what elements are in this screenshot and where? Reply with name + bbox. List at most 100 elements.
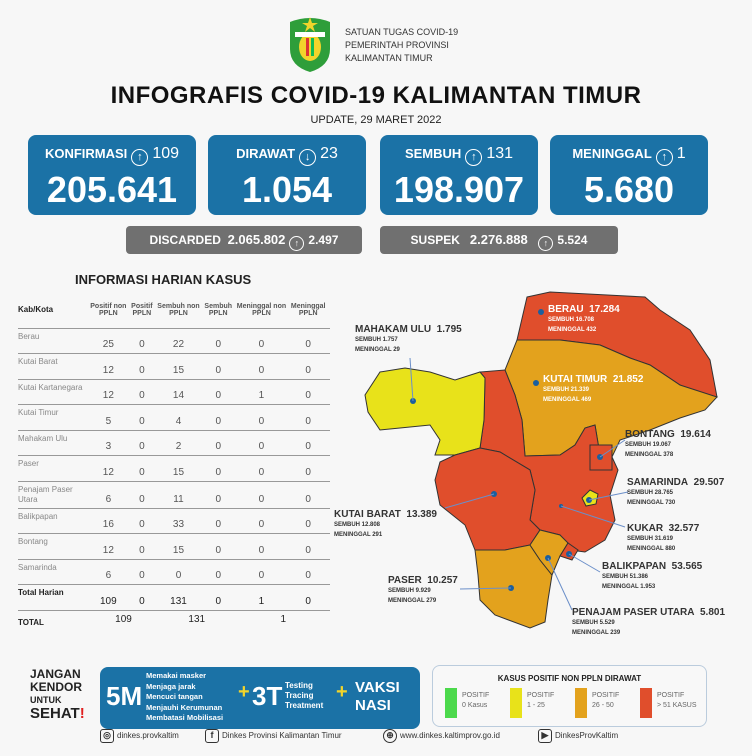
region-name: KUTAI TIMUR (543, 374, 608, 385)
table-row: Samarinda 6 0 0 0 0 0 (18, 559, 330, 585)
table-row: Paser 12 0 15 0 0 0 (18, 455, 330, 482)
table-row: Kutai Timur 5 0 4 0 0 0 (18, 404, 330, 431)
region-name: PASER (388, 575, 422, 586)
footer-facebook[interactable]: f Dinkes Provinsi Kalimantan Timur (205, 728, 342, 744)
region-name: BALIKPAPAN (602, 561, 667, 572)
cell-value: 25 (90, 328, 127, 354)
region-sembuh: SEMBUH 9.929 (388, 588, 431, 594)
table-row: Balikpapan 16 0 33 0 0 0 (18, 508, 330, 534)
footer-web[interactable]: ⊕ www.dinkes.kaltimprov.go.id (383, 728, 500, 744)
cell-region: Mahakam Ulu (18, 430, 90, 456)
arrow-up-icon: ↑ (289, 236, 305, 251)
cell-value: 0 (286, 508, 330, 534)
cell-value: 0 (126, 455, 158, 482)
cell-value: 0 (199, 533, 237, 560)
table-row: Penajam Paser Utara 6 0 11 0 0 0 (18, 481, 330, 509)
instagram-handle: dinkes.provkaltim (117, 731, 179, 740)
cell-value: 131 (157, 584, 200, 611)
discarded-delta: 2.497 (308, 233, 339, 247)
region-meninggal: MENINGGAL 730 (627, 500, 676, 506)
instagram-icon: ◎ (100, 728, 114, 743)
table-row: Berau 25 0 22 0 0 0 (18, 328, 330, 354)
region-mahakam-ulu (364, 367, 486, 456)
region-name: SAMARINDA (627, 477, 689, 488)
suspek-box: SUSPEK 2.276.888 ↑ 5.524 (380, 226, 618, 254)
region-meninggal: MENINGGAL 880 (627, 546, 676, 552)
legend-l2: > 51 KASUS (657, 702, 697, 709)
arrow-up-icon: ↑ (655, 149, 673, 166)
slogan-line: KENDOR (30, 680, 83, 694)
cell-value: 0 (236, 559, 287, 585)
region-total: 19.614 (680, 429, 711, 440)
column-header: Sembuh non PPLN (157, 292, 200, 329)
arrow-up-icon: ↑ (131, 149, 149, 166)
cell-value: 6 (90, 559, 127, 585)
card-value: 205.641 (46, 169, 178, 210)
cell-region: Berau (18, 328, 90, 354)
legend: KASUS POSITIF NON PPLN DIRAWAT POSITIF 0 … (432, 665, 707, 727)
region-total: 29.507 (693, 477, 725, 488)
5m-label: 5M (106, 681, 143, 711)
cell-value: 0 (126, 430, 158, 456)
region-name: MAHAKAM ULU (355, 324, 432, 335)
region-sembuh: SEMBUH 28.765 (627, 490, 674, 496)
cell-value: 0 (286, 481, 330, 509)
cell-value: 0 (126, 481, 158, 509)
cell-value: 0 (236, 430, 287, 456)
cell-value: 12 (90, 353, 127, 380)
total-meninggal: 1 (280, 614, 287, 626)
region-sembuh: SEMBUH 12.808 (334, 522, 381, 528)
card-delta: 23 (320, 145, 338, 162)
region-total: 1.795 (436, 324, 462, 335)
5m-item: Menjaga jarak (146, 681, 196, 691)
legend-l2: 0 Kasus (462, 702, 488, 709)
cell-region: Samarinda (18, 559, 90, 585)
facebook-icon: f (205, 728, 219, 743)
cell-value: 0 (236, 353, 287, 380)
cell-value: 0 (286, 328, 330, 354)
map-label-region: BALIKPAPAN 53.565 SEMBUH 51.386 MENINGGAL … (602, 562, 702, 592)
cell-value: 0 (126, 353, 158, 380)
footer-instagram[interactable]: ◎ dinkes.provkaltim (100, 728, 179, 744)
cell-value: 0 (157, 559, 200, 585)
cell-region: Total Harian (18, 584, 90, 611)
slogan-line: SEHAT (30, 705, 80, 722)
cell-value: 0 (126, 508, 158, 534)
plus-icon: + (238, 681, 250, 703)
region-name: KUTAI BARAT (334, 509, 401, 520)
card-label: SEMBUH (404, 146, 462, 161)
daily-cases-table: Kab/Kota Positif non PPLN Positif PPLN Semb… (18, 292, 330, 632)
page-title: INFOGRAFIS COVID-19 KALIMANTAN TIMUR (110, 82, 642, 109)
footer-youtube[interactable]: ▶ DinkesProvKaltim (538, 728, 618, 744)
cell-value: 0 (236, 328, 287, 354)
card-delta: 131 (486, 145, 514, 162)
legend-label: POSITIF 26 - 50 (592, 691, 619, 711)
table-row: Kutai Barat 12 0 15 0 0 0 (18, 353, 330, 380)
legend-l2: 26 - 50 (592, 702, 614, 709)
cell-value: 2 (157, 430, 200, 456)
cell-value: 0 (199, 328, 237, 354)
cell-value: 33 (157, 508, 200, 534)
5m-item: Membatasi Mobilisasi (146, 713, 224, 722)
card-label: DIRAWAT (236, 146, 296, 161)
organization-name: SATUAN TUGAS COVID-19 PEMERINTAH PROVINS… (345, 26, 458, 65)
column-header: Meninggal PPLN (286, 292, 330, 329)
region-sembuh: SEMBUH 5.529 (572, 620, 615, 626)
cell-value: 11 (157, 481, 200, 509)
3t-item: Testing (285, 681, 313, 690)
cell-region: Kutai Kartanegara (18, 379, 90, 405)
cell-value: 0 (199, 379, 237, 405)
cell-value: 1 (236, 584, 287, 611)
suspek-label: SUSPEK (410, 233, 460, 247)
cell-value: 0 (126, 379, 158, 405)
column-header: Positif PPLN (126, 292, 158, 329)
3t-item: Treatment (285, 701, 324, 710)
cell-value: 15 (157, 353, 200, 380)
arrow-up-icon: ↑ (465, 149, 483, 166)
suspek-value: 2.276.888 (469, 232, 528, 247)
card-label: MENINGGAL (572, 146, 652, 161)
column-header: Sembuh PPLN (199, 292, 237, 329)
cell-value: 0 (126, 328, 158, 354)
table-row: Mahakam Ulu 3 0 2 0 0 0 (18, 430, 330, 456)
